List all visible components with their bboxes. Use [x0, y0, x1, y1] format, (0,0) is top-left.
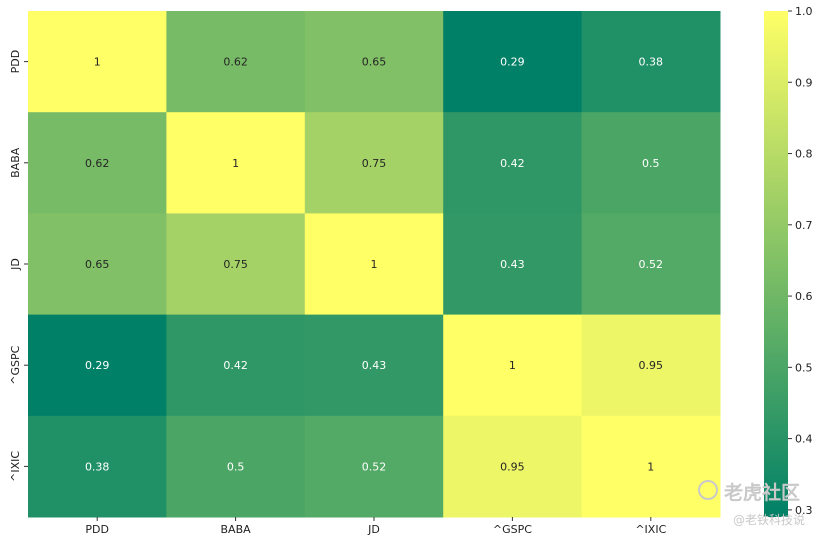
x-tick-label: BABA: [221, 523, 252, 536]
cell-value-label: 0.43: [500, 258, 525, 271]
cell-value-label: 0.42: [223, 359, 248, 372]
colorbar: 0.3 0.4 0.5 0.6 0.7 0.8 0.9 1.0: [764, 5, 813, 517]
heatmap-cell: [443, 415, 583, 518]
cell-value-label: 0.75: [223, 258, 248, 271]
cell-value-label: 0.65: [362, 56, 387, 69]
y-tick-label: BABA: [9, 147, 22, 178]
colorbar-tick-label: 0.4: [795, 433, 813, 446]
cell-value-label: 0.95: [639, 359, 664, 372]
heatmap-cell: [581, 415, 721, 518]
heatmap-cell: [304, 11, 444, 113]
heatmap-cell: [28, 112, 167, 214]
cell-value-label: 0.62: [223, 56, 248, 69]
colorbar-tick-label: 0.7: [795, 219, 813, 232]
heatmap-cell: [166, 213, 306, 316]
heatmap-cell: [581, 11, 721, 113]
heatmap-cell: [28, 11, 167, 113]
heatmap-cell: [443, 213, 583, 316]
cell-value-label: 0.52: [639, 258, 664, 271]
cell-value-label: 0.38: [639, 56, 664, 69]
heatmap-cell: [304, 415, 444, 518]
heatmap-cell: [581, 213, 721, 316]
cell-value-label: 0.95: [500, 460, 525, 473]
cell-value-label: 0.42: [500, 157, 525, 170]
heatmap-cell: [304, 112, 444, 214]
heatmap-cell: [443, 11, 583, 113]
watermark-sub: @老铁科技说: [733, 513, 806, 527]
watermark-logo-icon: [698, 480, 718, 500]
heatmap-cell: [581, 314, 721, 417]
colorbar-tick-label: 0.6: [795, 290, 813, 303]
cell-value-label: 1: [371, 258, 378, 271]
cell-value-label: 1: [232, 157, 239, 170]
heatmap-cell: [28, 314, 167, 417]
colorbar-tick-label: 0.9: [795, 76, 813, 89]
heatmap-cell: [28, 415, 167, 518]
cell-value-label: 0.5: [642, 157, 660, 170]
heatmap-cell: [166, 11, 306, 113]
heatmap-cell: [304, 213, 444, 316]
heatmap-cell: [443, 112, 583, 214]
x-tick-label: JD: [367, 523, 380, 536]
cell-value-label: 1: [94, 56, 101, 69]
colorbar-tick-label: 1.0: [795, 5, 813, 18]
heatmap-cell-labels: 1 0.62 0.65 0.29 0.38 0.62 1 0.75 0.42 0.5 0.65 0.7…: [85, 56, 663, 474]
heatmap-cell: [166, 112, 306, 214]
y-axis-ticks: PDD BABA JD ^GSPC ^IXIC: [9, 50, 28, 482]
cell-value-label: 1: [647, 460, 654, 473]
heatmap-cell: [166, 314, 306, 417]
x-tick-label: ^GSPC: [493, 523, 532, 536]
cell-value-label: 0.75: [362, 157, 387, 170]
heatmap-cell: [28, 213, 167, 316]
x-axis-ticks: PDD BABA JD ^GSPC ^IXIC: [85, 517, 667, 536]
cell-value-label: 0.38: [85, 460, 110, 473]
cell-value-label: 0.62: [85, 157, 110, 170]
y-tick-label: PDD: [9, 50, 22, 74]
y-tick-label: JD: [9, 258, 22, 271]
colorbar-tick-label: 0.5: [795, 361, 813, 374]
heatmap-cell: [304, 314, 444, 417]
x-tick-label: PDD: [85, 523, 109, 536]
colorbar-gradient: [764, 11, 788, 517]
heatmap-cell: [166, 415, 306, 518]
y-tick-label: ^GSPC: [9, 345, 22, 384]
x-tick-label: ^IXIC: [635, 523, 666, 536]
heatmap-cell: [443, 314, 583, 417]
watermark-main: 老虎社区: [724, 482, 801, 504]
heatmap-cells: [28, 11, 721, 518]
cell-value-label: 0.5: [227, 460, 245, 473]
cell-value-label: 0.52: [362, 460, 387, 473]
cell-value-label: 1: [509, 359, 516, 372]
heatmap-cell: [581, 112, 721, 214]
cell-value-label: 0.43: [362, 359, 387, 372]
y-tick-label: ^IXIC: [9, 451, 22, 482]
colorbar-tick-label: 0.8: [795, 148, 813, 161]
colorbar-ticks: 0.3 0.4 0.5 0.6 0.7 0.8 0.9 1.0: [788, 5, 813, 517]
colorbar-tick-label: 0.3: [795, 504, 813, 517]
cell-value-label: 0.29: [500, 56, 525, 69]
cell-value-label: 0.29: [85, 359, 110, 372]
cell-value-label: 0.65: [85, 258, 110, 271]
